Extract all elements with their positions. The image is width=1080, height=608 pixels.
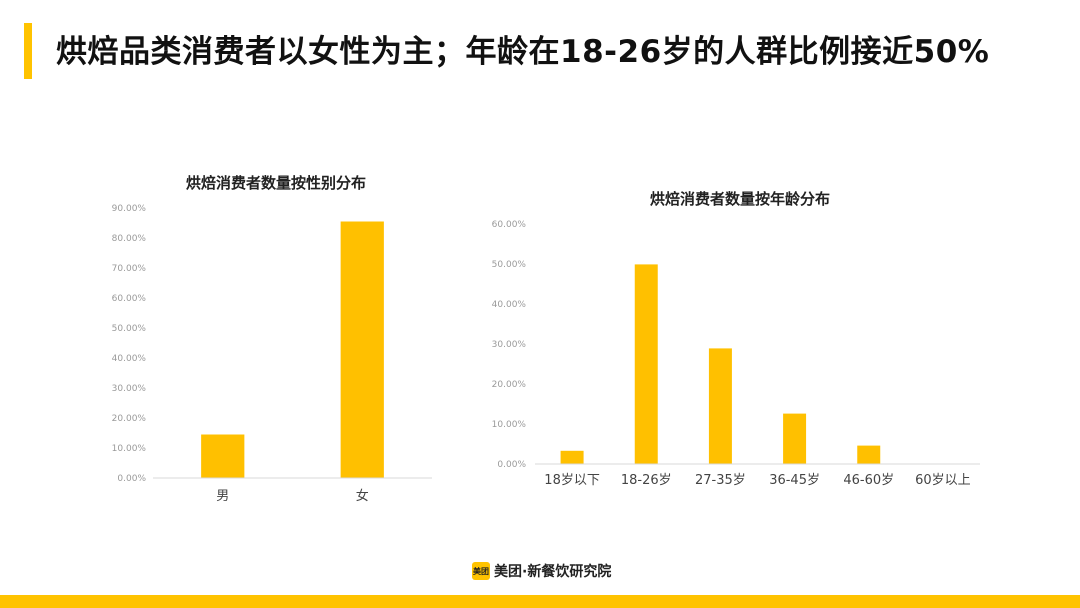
gender-y-tick-label: 90.00% bbox=[112, 204, 147, 214]
gender-y-tick-label: 0.00% bbox=[117, 474, 146, 484]
gender-y-tick-label: 40.00% bbox=[112, 354, 147, 364]
gender-y-tick-label: 80.00% bbox=[112, 234, 147, 244]
age-y-tick-label: 60.00% bbox=[492, 220, 527, 230]
age-y-tick-label: 10.00% bbox=[492, 420, 527, 430]
gender-y-tick-label: 70.00% bbox=[112, 264, 147, 274]
age-x-tick-label: 18岁以下 bbox=[544, 473, 600, 488]
slide-title: 烘焙品类消费者以女性为主；年龄在18-26岁的人群比例接近50% bbox=[56, 34, 990, 70]
bottom-accent-band bbox=[0, 595, 1080, 608]
age-y-axis-ticks: 0.00% 10.00% 20.00% 30.00% 40.00% 50.00% 60.00… bbox=[492, 220, 527, 470]
age-bar bbox=[708, 348, 732, 464]
age-x-tick-label: 27-35岁 bbox=[695, 473, 746, 488]
age-y-tick-label: 30.00% bbox=[492, 340, 527, 350]
meituan-logo-icon: 美团 bbox=[472, 562, 490, 580]
title-accent-bar bbox=[24, 23, 32, 79]
gender-bar bbox=[340, 221, 384, 478]
age-y-tick-label: 0.00% bbox=[497, 460, 526, 470]
age-y-tick-label: 20.00% bbox=[492, 380, 527, 390]
gender-y-tick-label: 60.00% bbox=[112, 294, 147, 304]
footer-brand-text: 美团·新餐饮研究院 bbox=[494, 564, 612, 580]
gender-x-axis-labels: 男女 bbox=[216, 488, 369, 504]
age-bar bbox=[634, 264, 658, 464]
age-bar bbox=[783, 413, 807, 464]
gender-y-axis-ticks: 0.00% 10.00% 20.00% 30.00% 40.00% 50.00% 60.00… bbox=[112, 204, 147, 484]
age-x-tick-label: 36-45岁 bbox=[769, 473, 820, 488]
footer-brand: 美团 美团·新餐饮研究院 bbox=[472, 561, 611, 581]
age-y-tick-label: 50.00% bbox=[492, 260, 527, 270]
gender-chart-title: 烘焙消费者数量按性别分布 bbox=[186, 174, 366, 192]
age-bars bbox=[560, 264, 955, 464]
gender-y-tick-label: 50.00% bbox=[112, 324, 147, 334]
gender-bar bbox=[201, 434, 245, 478]
gender-y-tick-label: 30.00% bbox=[112, 384, 147, 394]
gender-y-tick-label: 10.00% bbox=[112, 444, 147, 454]
age-x-tick-label: 46-60岁 bbox=[843, 473, 894, 488]
age-bar bbox=[857, 445, 881, 464]
age-bar bbox=[560, 450, 584, 464]
age-x-tick-label: 18-26岁 bbox=[621, 473, 672, 488]
age-x-axis-labels: 18岁以下 18-26岁 27-35岁 36-45岁 46-60岁 60岁以上 bbox=[544, 473, 970, 488]
gender-x-tick-label: 男 bbox=[216, 489, 229, 504]
age-chart-title: 烘焙消费者数量按年龄分布 bbox=[650, 190, 830, 208]
gender-bars bbox=[201, 221, 384, 478]
gender-y-tick-label: 20.00% bbox=[112, 414, 147, 424]
gender-x-tick-label: 女 bbox=[356, 488, 369, 504]
age-x-tick-label: 60岁以上 bbox=[915, 473, 971, 488]
age-y-tick-label: 40.00% bbox=[492, 300, 527, 310]
